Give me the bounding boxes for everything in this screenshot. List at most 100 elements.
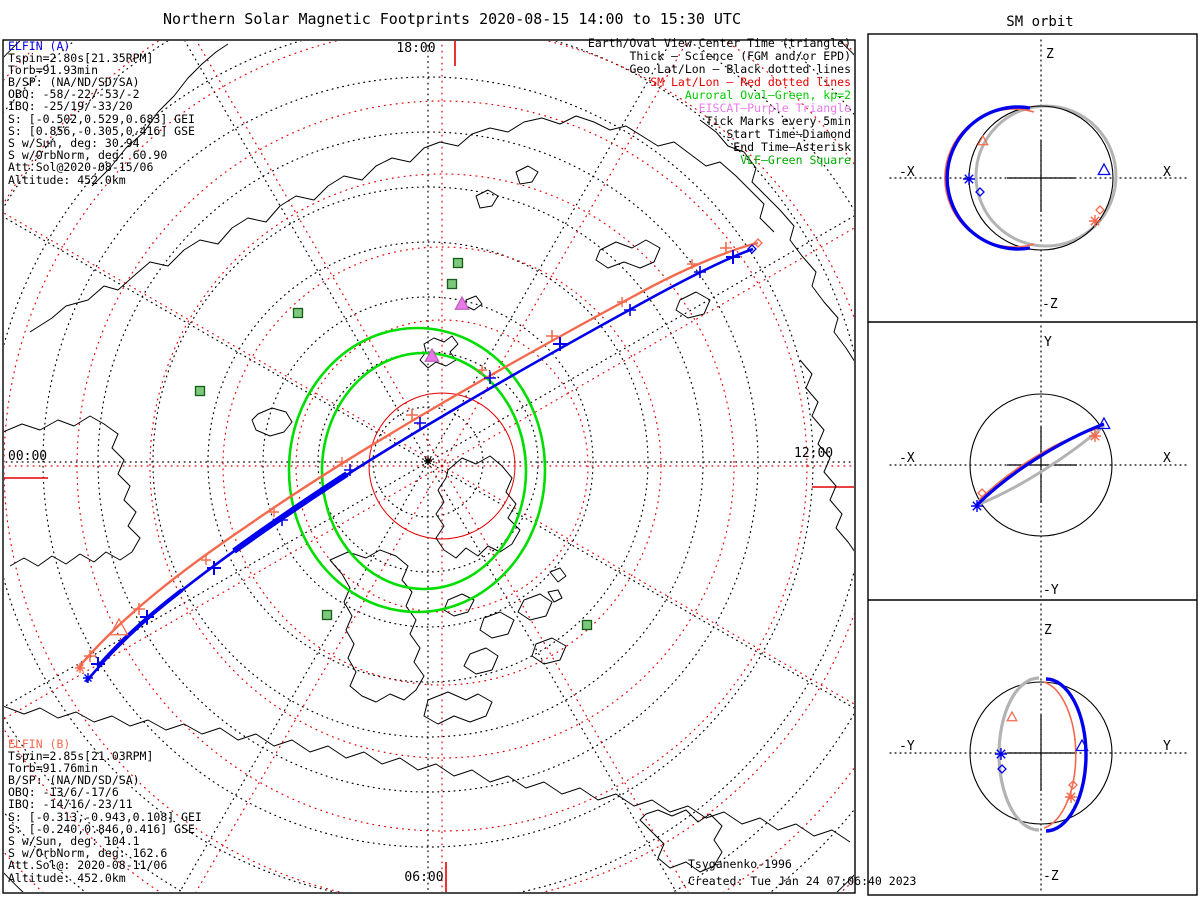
elfin-b-title: ELFIN (B) bbox=[8, 737, 70, 751]
marker-plus bbox=[414, 417, 426, 429]
marker-plus bbox=[546, 330, 558, 342]
elfin-a-line: OBQ: -58/-22/-53/-2 bbox=[8, 87, 140, 101]
marker-plus bbox=[140, 610, 154, 624]
orbit-panels-border bbox=[867, 33, 1198, 896]
marker-tri bbox=[454, 295, 470, 310]
elfin-b-track bbox=[77, 241, 759, 669]
panel-xy-markers bbox=[971, 416, 1111, 512]
legend-line: Auroral Oval–Green, kp=2 bbox=[685, 88, 851, 102]
coastlines bbox=[4, 43, 854, 873]
elfin-b-line: B/SP: (NA/ND/SD/SA) bbox=[8, 773, 140, 787]
mlt-label-12: 12:00 bbox=[794, 446, 833, 461]
marker-ast bbox=[971, 500, 983, 512]
marker-tri bbox=[424, 347, 440, 362]
marker-square bbox=[194, 385, 206, 397]
marker-dia bbox=[997, 764, 1007, 774]
geo-graticule bbox=[4, 41, 854, 892]
marker-square bbox=[446, 278, 458, 290]
marker-plus bbox=[720, 242, 732, 254]
marker-ast bbox=[1065, 791, 1077, 803]
axis-label: Z bbox=[1044, 623, 1052, 638]
marker-square bbox=[292, 307, 304, 319]
marker-plus bbox=[553, 337, 567, 351]
marker-plus bbox=[484, 372, 496, 384]
axis-label: X bbox=[1163, 451, 1171, 466]
axis-label: -Y bbox=[1043, 583, 1059, 598]
panel-center-cross bbox=[1007, 140, 1075, 212]
marker-plus bbox=[344, 464, 356, 476]
marker-plus bbox=[687, 259, 697, 269]
panel-xz-markers bbox=[963, 134, 1111, 227]
marker-plus bbox=[269, 507, 279, 517]
panel-axes-dotted bbox=[889, 325, 1191, 598]
elfin-b-info: ELFIN (B) Tspin=2.85s[21.03RPM] Torb=91.… bbox=[8, 737, 202, 885]
marker-plus bbox=[694, 266, 706, 278]
marker-square bbox=[321, 609, 333, 621]
marker-dia bbox=[975, 187, 985, 197]
elfin-b-line: Att.Sol@: 2020-08-11/06 bbox=[8, 858, 167, 872]
elfin-b-line: Tspin=2.85s[21.03RPM] bbox=[8, 749, 153, 763]
legend-line: End Time–Asterisk bbox=[733, 140, 851, 154]
panel-center-cross bbox=[1007, 715, 1077, 791]
main-title: Northern Solar Magnetic Footprints 2020-… bbox=[163, 10, 741, 28]
marker-ast bbox=[75, 663, 85, 673]
map-markers bbox=[75, 238, 763, 683]
auroral-oval bbox=[287, 326, 547, 614]
axis-label: -X bbox=[899, 451, 915, 466]
elfin-b-line: Altitude: 452.0km bbox=[8, 871, 126, 885]
marker-dia bbox=[747, 244, 757, 254]
panel-axes-dotted bbox=[889, 39, 1191, 319]
legend-line: EISCAT–Purple Triangle bbox=[699, 101, 851, 115]
elfin-b-line: S: [-0.240,0.846,0.416] GSE bbox=[8, 822, 195, 836]
elfin-b-line: S w/Sun, deg: 104.1 bbox=[8, 834, 140, 848]
marker-ast bbox=[83, 673, 93, 683]
marker-dia bbox=[1068, 780, 1078, 790]
elfin-b-line: Torb=91.76min bbox=[8, 761, 98, 775]
sm-orbit-title: SM orbit bbox=[1006, 14, 1073, 30]
marker-dia bbox=[977, 488, 987, 498]
elfin-a-thick-segment bbox=[96, 588, 184, 669]
axis-label: Y bbox=[1163, 739, 1171, 754]
orbit-panel-yz: Z -Y Y -Z bbox=[889, 603, 1191, 894]
sm-cardinal-ticks bbox=[4, 41, 854, 892]
panel-axes-dotted bbox=[889, 603, 1191, 894]
map-content bbox=[4, 41, 854, 892]
earth-circle-xy bbox=[969, 393, 1113, 537]
elfin-a-line: S: [-0.502,0.529,0.683] GEI bbox=[8, 112, 195, 126]
marker-plus bbox=[133, 603, 145, 615]
earth-circle-yz bbox=[969, 681, 1113, 825]
axis-label: Y bbox=[1044, 335, 1052, 350]
marker-plus bbox=[91, 657, 105, 671]
legend-line: Start Time–Diamond bbox=[726, 127, 851, 141]
axis-label: -X bbox=[899, 165, 915, 180]
marker-ast bbox=[424, 457, 432, 465]
legend-line: VLF–Green Square bbox=[740, 153, 851, 167]
elfin-a-line: IBQ: -25/19/-33/20 bbox=[8, 99, 133, 113]
elfin-a-line: Torb=91.93min bbox=[8, 63, 98, 77]
orbit-panel-xy: Y -X X -Y bbox=[889, 325, 1191, 598]
axis-label: -Y bbox=[899, 739, 915, 754]
marker-plus bbox=[406, 409, 418, 421]
orbit-a-xz bbox=[945, 105, 1031, 251]
panel-center-cross bbox=[1007, 427, 1077, 503]
marker-dia bbox=[1095, 205, 1105, 215]
marker-plus bbox=[477, 365, 487, 375]
mlt-label-18: 18:00 bbox=[396, 41, 435, 56]
axis-label: Z bbox=[1046, 47, 1054, 62]
elfin-a-line: B/SP: (NA/ND/SD/SA) bbox=[8, 75, 140, 89]
legend-line: Thick – Science (FGM and/or EPD) bbox=[629, 49, 851, 63]
created-label: Created: Tue Jan 24 07:06:40 2023 bbox=[688, 874, 917, 888]
mlt-label-06: 06:00 bbox=[404, 870, 443, 885]
map-border bbox=[2, 39, 856, 894]
marker-plus bbox=[84, 650, 96, 662]
elfin-a-line: Tspin=2.80s[21.35RPM] bbox=[8, 51, 153, 65]
marker-plus bbox=[624, 304, 636, 316]
marker-ast bbox=[1089, 430, 1101, 442]
sm-graticule bbox=[4, 41, 854, 892]
elfin-a-science-segment bbox=[232, 471, 349, 554]
marker-tri bbox=[1097, 416, 1111, 430]
marker-plus bbox=[207, 561, 221, 575]
panel-yz-markers bbox=[995, 710, 1089, 803]
